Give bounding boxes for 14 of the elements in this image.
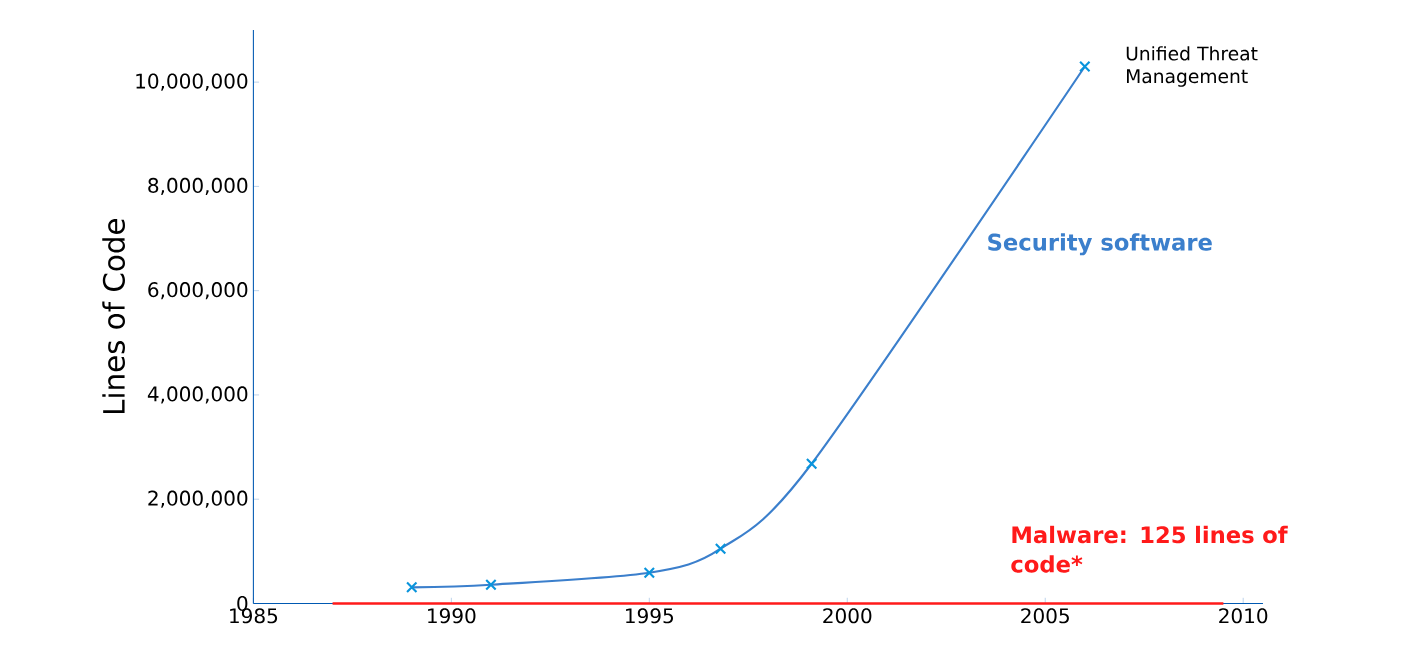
annotation: Unified Threat Management — [1126, 45, 1258, 87]
x-tick-label: 1995 — [626, 607, 673, 624]
x-tick-label: 2010 — [1219, 607, 1268, 624]
y-tick-label: 4,000,000 — [147, 386, 248, 404]
series-label: Security software — [988, 232, 1212, 256]
ref-line-label: Malware: 125 lines of code* — [1011, 525, 1288, 573]
x-tick-label: 2000 — [823, 607, 872, 624]
y-tick-label: 8,000,000 — [148, 177, 248, 195]
y-axis-title: Lines of Code — [102, 218, 125, 413]
x-tick-label: 1990 — [428, 607, 476, 624]
y-tick-label: 10,000,000 — [136, 73, 248, 91]
y-tick-label: 2,000,000 — [148, 490, 248, 508]
y-tick-label: 6,000,000 — [148, 281, 248, 300]
x-tick-label: 2005 — [1021, 607, 1069, 624]
